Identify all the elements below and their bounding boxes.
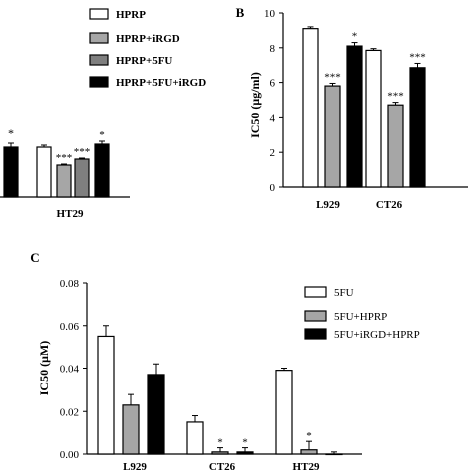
y-tick-b-4: 8 <box>270 43 276 55</box>
bar-b-CT26-2 <box>409 67 426 188</box>
bar-c-HT29-1 <box>300 449 318 455</box>
bar-b-CT26-0 <box>365 49 382 188</box>
legend-label-c-0: 5FU <box>334 287 354 299</box>
legend-swatch-a-3 <box>89 76 109 88</box>
legend-swatch-a-0 <box>89 8 109 20</box>
y-axis-label-b: IC50 (μg/ml) <box>248 72 262 138</box>
annot-a-ht29-3: * <box>99 129 105 141</box>
legend-label-a-0: HPRP <box>116 9 146 21</box>
y-tick-c-4: 0.08 <box>60 278 80 290</box>
bar-c-CT26-2 <box>236 451 254 455</box>
annot-a-ht29-1: *** <box>56 152 73 164</box>
legend-swatch-c-0 <box>304 286 327 298</box>
y-tick-b-2: 4 <box>270 112 276 124</box>
bar-a-ht29-1 <box>56 164 72 198</box>
bar-a-ht29-3 <box>94 143 110 198</box>
legend-label-a-1: HPRP+iRGD <box>116 33 180 45</box>
bar-b-CT26-1 <box>387 104 404 188</box>
bar-c-L929-2 <box>147 374 165 455</box>
legend-swatch-a-1 <box>89 32 109 44</box>
annot-b-L929-2: * <box>352 31 358 43</box>
x-tick-a-ht29: HT29 <box>57 208 84 220</box>
bar-a-ht29-0 <box>36 146 52 198</box>
bar-c-CT26-1 <box>211 451 229 455</box>
legend-label-a-3: HPRP+5FU+iRGD <box>116 77 206 89</box>
legend-swatch-c-1 <box>304 310 327 322</box>
annot-a-ht29-2: *** <box>74 146 91 158</box>
x-tick-b-L929: L929 <box>316 199 340 211</box>
legend-label-c-1: 5FU+HPRP <box>334 311 387 323</box>
y-tick-b-5: 10 <box>264 8 276 20</box>
legend-swatch-a-2 <box>89 54 109 66</box>
y-tick-b-0: 0 <box>270 182 276 194</box>
bar-b-L929-0 <box>302 28 319 188</box>
y-tick-c-1: 0.02 <box>60 406 79 418</box>
legend-label-c-2: 5FU+iRGD+HPRP <box>334 329 420 341</box>
bar-b-L929-1 <box>324 85 341 188</box>
bar-a-ht29-2 <box>74 158 90 198</box>
x-tick-c-HT29: HT29 <box>293 461 320 473</box>
x-tick-b-CT26: CT26 <box>376 199 403 211</box>
annot-c-CT26-2: * <box>242 437 248 449</box>
bar-c-L929-0 <box>97 335 115 455</box>
y-tick-c-0: 0.00 <box>60 449 80 461</box>
y-axis-label-c: IC50 (μM) <box>37 341 51 395</box>
annot-b-CT26-1: *** <box>387 91 404 103</box>
bar-c-L929-1 <box>122 404 140 455</box>
bar-c-HT29-0 <box>275 370 293 455</box>
annot-a-partial: * <box>8 126 14 140</box>
bar-b-L929-2 <box>346 45 363 188</box>
panel-label-b: B <box>236 5 245 20</box>
annot-b-CT26-2: *** <box>409 51 426 63</box>
y-tick-c-2: 0.04 <box>60 364 80 376</box>
bar-c-HT29-2 <box>325 453 343 456</box>
legend-swatch-c-2 <box>304 328 327 340</box>
annot-c-CT26-1: * <box>217 437 223 449</box>
annot-b-L929-1: *** <box>324 71 341 83</box>
panel-label-c: C <box>30 250 39 265</box>
annot-c-HT29-1: * <box>306 430 312 442</box>
y-tick-b-3: 6 <box>270 78 276 90</box>
x-tick-c-L929: L929 <box>123 461 147 473</box>
x-tick-c-CT26: CT26 <box>209 461 236 473</box>
legend-label-a-2: HPRP+5FU <box>116 55 172 67</box>
bar-a-partial <box>3 146 19 198</box>
y-tick-b-1: 2 <box>270 147 276 159</box>
bar-c-CT26-0 <box>186 421 204 455</box>
y-tick-c-3: 0.06 <box>60 321 80 333</box>
